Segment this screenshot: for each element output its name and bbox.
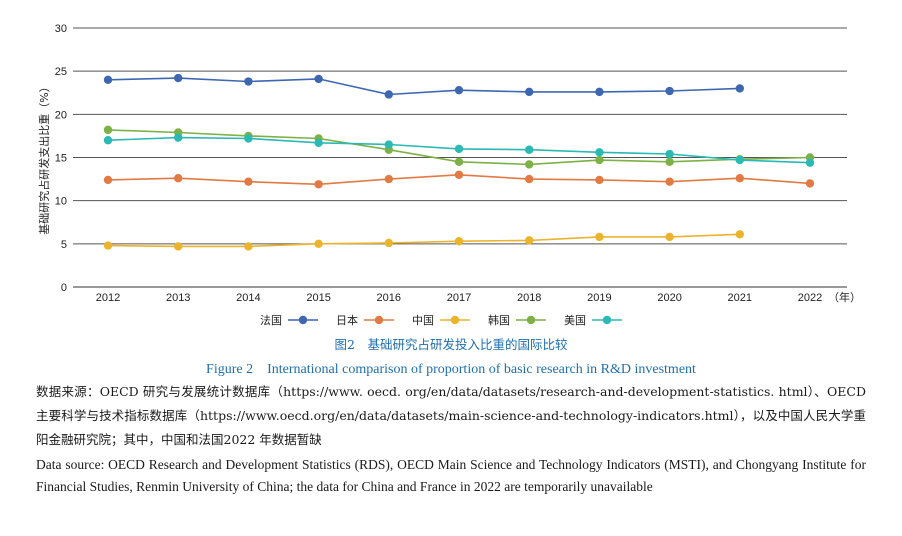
legend-item: 法国 <box>260 312 318 328</box>
series-4 <box>103 133 815 167</box>
legend: 法国 日本 中国 韩国 美国 <box>260 311 720 329</box>
data-point <box>174 73 183 83</box>
x-tick-label: 2012 <box>96 292 120 304</box>
series-1 <box>103 170 815 189</box>
data-point <box>314 74 323 84</box>
data-point <box>454 85 464 95</box>
data-point <box>314 138 323 148</box>
series-line <box>107 77 740 96</box>
legend-marker <box>592 315 622 325</box>
y-tick-label: 25 <box>55 66 67 78</box>
figure-caption-cn: 图2 基础研究占研发投入比重的国际比较 <box>334 337 568 352</box>
legend-marker <box>440 315 470 325</box>
data-point <box>665 177 674 186</box>
series-2 <box>103 230 744 251</box>
x-tick-label: 2015 <box>306 292 330 304</box>
data-point <box>314 180 323 189</box>
data-point <box>454 157 464 167</box>
legend-marker <box>288 315 318 325</box>
data-source-cn: 数据来源：OECD 研究与发展统计数据库（https://www. oecd. … <box>36 384 866 447</box>
data-point <box>244 177 253 186</box>
data-point <box>735 155 744 165</box>
data-point <box>244 242 253 251</box>
y-axis-label: 基础研究占研发支出比重（%） <box>37 81 51 234</box>
legend-item: 韩国 <box>488 312 546 328</box>
y-axis-ticks: 0 5 10 15 20 25 30 <box>55 23 67 294</box>
x-tick-label: 2020 <box>657 292 681 304</box>
data-point <box>454 144 464 154</box>
data-point <box>103 125 113 135</box>
data-point <box>525 160 534 169</box>
data-point <box>384 90 393 99</box>
legend-marker <box>516 315 546 325</box>
x-tick-label: 2018 <box>517 292 541 304</box>
legend-marker <box>364 315 394 325</box>
data-point <box>174 242 183 251</box>
x-tick-label: 2013 <box>166 292 190 304</box>
y-tick-label: 5 <box>61 239 67 251</box>
data-point <box>384 140 393 149</box>
data-point <box>244 77 253 86</box>
data-point <box>525 174 534 184</box>
data-point <box>314 239 323 249</box>
data-point <box>525 145 534 154</box>
data-point <box>384 238 393 248</box>
legend-label: 法国 <box>260 314 282 327</box>
y-tick-label: 20 <box>55 109 67 121</box>
gridlines <box>73 27 847 288</box>
y-tick-label: 15 <box>55 153 67 165</box>
data-point <box>665 86 674 96</box>
x-axis-ticks: 2012 2013 2014 2015 2016 2017 2018 2019 2020 2021… <box>96 292 822 304</box>
legend-item: 日本 <box>336 312 394 328</box>
data-point <box>805 179 815 188</box>
legend-item: 中国 <box>412 312 470 328</box>
x-axis-unit: （年） <box>828 290 861 304</box>
legend-label: 美国 <box>564 314 586 327</box>
x-tick-label: 2021 <box>728 292 752 304</box>
data-point <box>454 237 464 246</box>
data-point <box>665 157 674 167</box>
series-group <box>103 73 815 251</box>
x-tick-label: 2019 <box>587 292 611 304</box>
series-line <box>107 233 740 248</box>
y-tick-label: 0 <box>61 282 67 294</box>
data-point <box>454 170 464 179</box>
data-point <box>103 136 113 145</box>
x-tick-label: 2022 <box>798 292 822 304</box>
x-tick-label: 2017 <box>447 292 471 304</box>
x-tick-label: 2014 <box>236 292 260 304</box>
data-point <box>735 174 744 183</box>
data-point <box>735 84 744 93</box>
data-point <box>805 158 815 167</box>
legend-label: 韩国 <box>488 314 510 327</box>
data-point <box>384 174 393 184</box>
y-tick-label: 10 <box>55 196 67 208</box>
data-source-en: Data source: OECD Research and Developme… <box>36 457 866 494</box>
data-point <box>244 134 253 143</box>
data-point <box>665 232 674 242</box>
figure-caption-en: Figure 2 International comparison of pro… <box>206 362 696 377</box>
data-point <box>595 232 604 242</box>
data-point <box>174 133 183 142</box>
data-point <box>103 175 113 185</box>
data-point <box>595 155 604 165</box>
data-point <box>595 87 604 97</box>
data-point <box>595 148 604 157</box>
data-point <box>595 175 604 185</box>
series-0 <box>103 73 744 99</box>
data-point <box>103 241 113 250</box>
data-point <box>525 236 534 245</box>
data-point <box>665 149 674 159</box>
x-tick-label: 2016 <box>377 292 401 304</box>
data-point <box>103 75 113 85</box>
y-tick-label: 30 <box>55 23 67 35</box>
data-point <box>735 230 744 239</box>
data-point <box>525 87 534 97</box>
legend-label: 中国 <box>412 314 434 327</box>
data-point <box>174 174 183 183</box>
legend-label: 日本 <box>336 314 358 327</box>
legend-item: 美国 <box>564 312 622 328</box>
